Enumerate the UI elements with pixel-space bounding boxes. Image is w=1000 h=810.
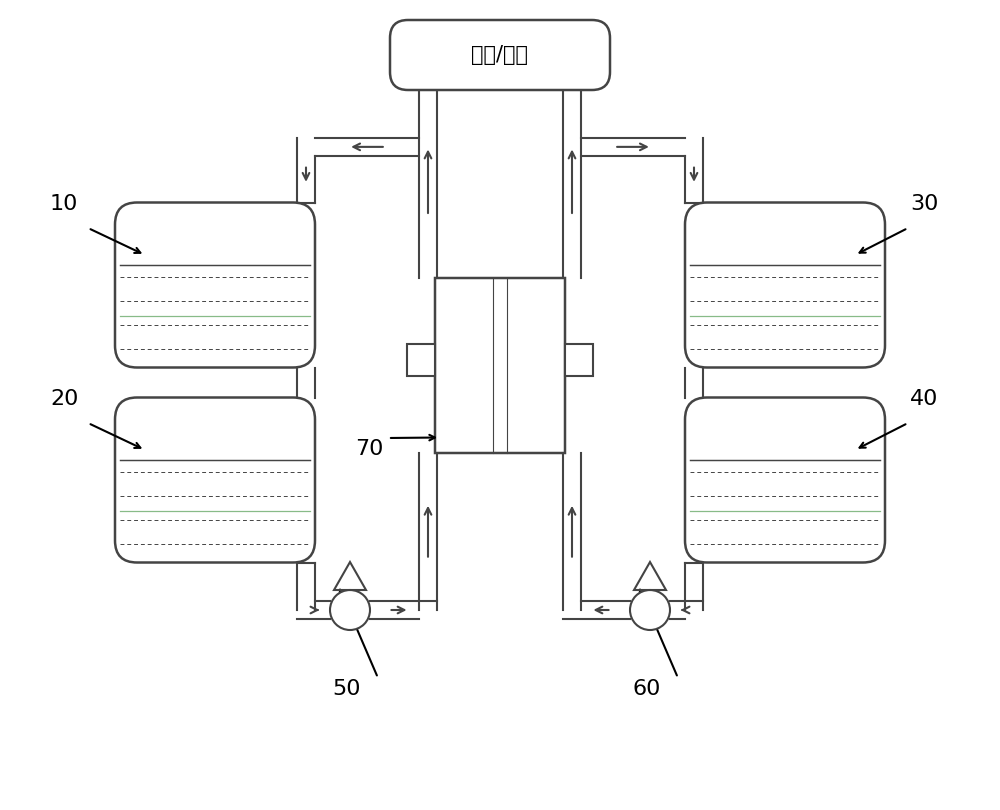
FancyBboxPatch shape (685, 202, 885, 368)
Circle shape (330, 590, 370, 630)
Circle shape (630, 590, 670, 630)
Text: 60: 60 (632, 679, 660, 699)
FancyBboxPatch shape (115, 398, 315, 562)
Text: 30: 30 (910, 194, 938, 214)
FancyBboxPatch shape (565, 344, 593, 376)
Text: 40: 40 (910, 389, 938, 409)
Text: 电源/负载: 电源/负载 (472, 45, 528, 65)
FancyBboxPatch shape (685, 398, 885, 562)
Text: 50: 50 (332, 679, 360, 699)
Text: 70: 70 (355, 439, 383, 459)
FancyBboxPatch shape (115, 202, 315, 368)
Text: 10: 10 (50, 194, 78, 214)
FancyBboxPatch shape (407, 344, 435, 376)
FancyBboxPatch shape (390, 20, 610, 90)
Text: 20: 20 (50, 389, 78, 409)
FancyBboxPatch shape (435, 278, 565, 453)
